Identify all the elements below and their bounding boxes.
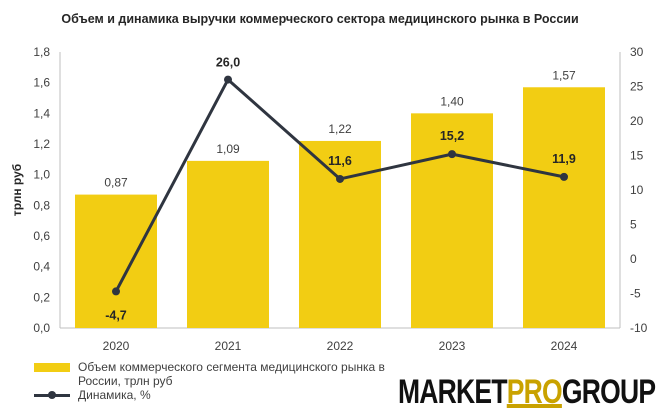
chart-title: Объем и динамика выручки коммерческого с…: [61, 12, 579, 26]
right-tick-label: 30: [630, 45, 644, 59]
left-tick-label: 0,6: [33, 229, 50, 243]
x-tick-label: 2023: [439, 339, 466, 353]
x-tick-label: 2024: [551, 339, 578, 353]
right-tick-label: 0: [630, 252, 637, 266]
right-tick-label: 15: [630, 149, 644, 163]
line-value-label: 15,2: [440, 129, 464, 143]
x-tick-label: 2020: [103, 339, 130, 353]
bar-value-label: 1,40: [440, 94, 464, 108]
bar-value-label: 1,57: [552, 68, 576, 82]
bar: [299, 140, 381, 328]
bar: [523, 87, 605, 329]
x-tick-label: 2021: [215, 339, 242, 353]
legend-item-line: Динамика, %: [34, 388, 418, 402]
left-tick-label: 0,0: [33, 321, 50, 335]
legend-label-line: Динамика, %: [78, 388, 151, 402]
line-point: [112, 287, 120, 296]
logo-part-group: GROUP: [561, 372, 656, 411]
left-tick-label: 0,4: [33, 260, 50, 274]
line-value-label: 26,0: [216, 56, 240, 70]
left-tick-label: 1,8: [33, 45, 50, 59]
line-point: [560, 172, 568, 181]
legend-label-bars: Объем коммерческого сегмента медицинског…: [78, 360, 385, 388]
right-tick-label: 10: [630, 183, 644, 197]
bar-value-label: 1,09: [216, 142, 240, 156]
bar: [75, 194, 157, 328]
left-tick-label: 1,2: [33, 137, 50, 151]
right-tick-label: -10: [630, 321, 648, 335]
right-tick-label: 25: [630, 80, 644, 94]
line-point: [448, 150, 456, 159]
line-value-label: 11,9: [552, 152, 576, 166]
right-tick-label: 5: [630, 218, 637, 232]
right-tick-label: -5: [630, 287, 641, 301]
logo-part-pro: PRO: [506, 372, 563, 411]
left-tick-label: 0,2: [33, 290, 50, 304]
marketprogroup-logo: MARKET PRO GROUP: [398, 372, 656, 412]
legend: Объем коммерческого сегмента медицинског…: [34, 360, 418, 402]
line-value-label: 11,6: [328, 154, 352, 168]
line-value-label: -4,7: [105, 308, 127, 322]
bar: [411, 113, 493, 328]
left-tick-label: 1,0: [33, 168, 50, 182]
logo-part-market: MARKET: [398, 372, 508, 411]
legend-item-bars: Объем коммерческого сегмента медицинског…: [34, 360, 418, 388]
bar: [187, 160, 269, 328]
bar-value-label: 0,87: [104, 176, 128, 190]
left-tick-label: 1,4: [33, 106, 50, 120]
bar-value-label: 1,22: [328, 122, 352, 136]
left-tick-label: 1,6: [33, 76, 50, 90]
line-point: [224, 75, 232, 84]
legend-line-swatch: [34, 388, 70, 402]
left-tick-label: 0,8: [33, 198, 50, 212]
right-tick-label: 20: [630, 114, 644, 128]
line-point: [336, 174, 344, 183]
legend-bar-swatch: [34, 363, 70, 372]
x-tick-label: 2022: [327, 339, 354, 353]
y-left-axis-label: трлн руб: [10, 164, 24, 216]
